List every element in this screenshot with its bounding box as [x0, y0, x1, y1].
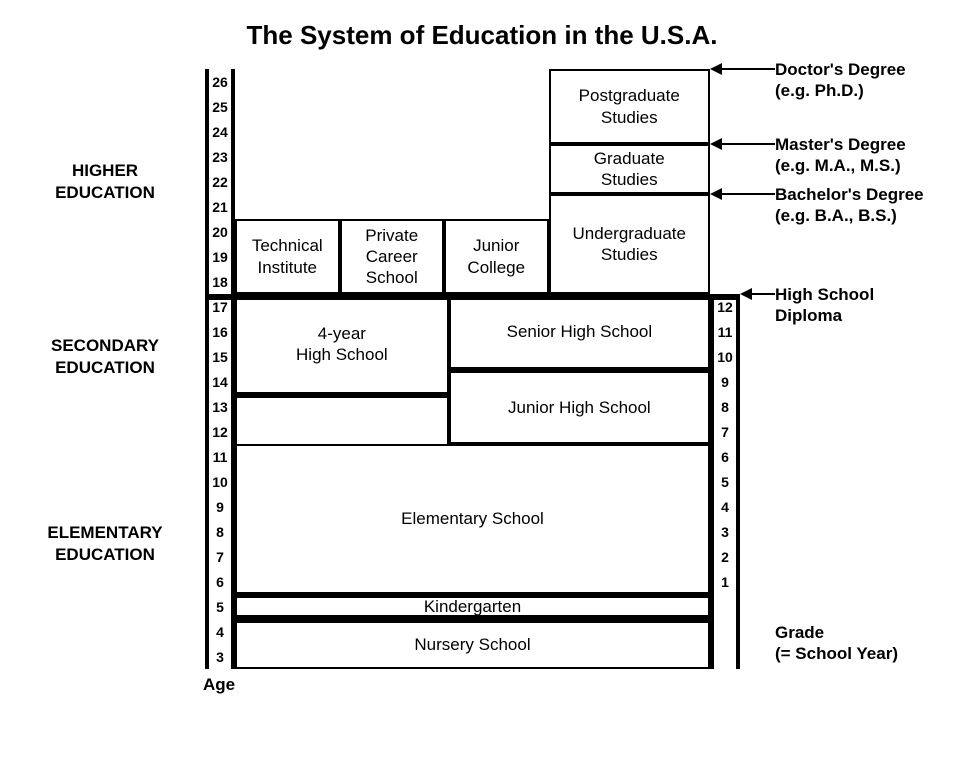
age-tick: 11	[205, 449, 235, 465]
doctors-degree: Doctor's Degree(e.g. Ph.D.)	[775, 59, 906, 102]
age-tick: 24	[205, 124, 235, 140]
age-tick: 8	[205, 524, 235, 540]
grade-tick: 12	[710, 299, 740, 315]
junior-college-label: JuniorCollege	[467, 235, 525, 278]
age-tick: 15	[205, 349, 235, 365]
age-tick: 26	[205, 74, 235, 90]
age-tick: 22	[205, 174, 235, 190]
private-career-label: PrivateCareerSchool	[365, 225, 418, 289]
age-tick: 9	[205, 499, 235, 515]
age-tick: 25	[205, 99, 235, 115]
grade-tick: 10	[710, 349, 740, 365]
age-tick: 14	[205, 374, 235, 390]
level-label: SECONDARYEDUCATION	[20, 335, 190, 379]
grade-tick: 6	[710, 449, 740, 465]
postgraduate: PostgraduateStudies	[549, 69, 711, 144]
education-diagram: HIGHEREDUCATION SECONDARYEDUCATION ELEMENT…	[20, 69, 944, 709]
graduate: GraduateStudies	[549, 144, 711, 194]
grade-tick: 11	[710, 324, 740, 340]
age-tick: 13	[205, 399, 235, 415]
age-tick: 20	[205, 224, 235, 240]
technical-institute-label: TechnicalInstitute	[252, 235, 323, 278]
junior-hs-label: Junior High School	[508, 397, 651, 418]
four-year-hs: 4-yearHigh School	[235, 294, 449, 394]
elementary-school: Elementary School	[235, 444, 710, 594]
masters-degree-arrow	[710, 138, 775, 150]
junior-hs: Junior High School	[449, 369, 710, 444]
age-tick: 23	[205, 149, 235, 165]
age-tick: 6	[205, 574, 235, 590]
age-tick: 3	[205, 649, 235, 665]
bachelors-degree: Bachelor's Degree(e.g. B.A., B.S.)	[775, 184, 924, 227]
nursery-school-label: Nursery School	[414, 634, 530, 655]
level-label: HIGHEREDUCATION	[20, 160, 190, 204]
masters-degree: Master's Degree(e.g. M.A., M.S.)	[775, 134, 906, 177]
age-tick: 18	[205, 274, 235, 290]
grade-tick: 3	[710, 524, 740, 540]
hs-diploma: High SchoolDiploma	[775, 284, 874, 327]
hs-diploma-arrow	[740, 288, 775, 300]
grade-tick: 4	[710, 499, 740, 515]
age-axis-label: Age	[203, 675, 235, 695]
age-tick: 21	[205, 199, 235, 215]
age-tick: 5	[205, 599, 235, 615]
grade-tick: 5	[710, 474, 740, 490]
hs-diploma-line	[205, 294, 740, 300]
grade-label: Grade(= School Year)	[775, 622, 898, 665]
doctors-degree-arrow	[710, 63, 775, 75]
grade-tick: 1	[710, 574, 740, 590]
age-tick: 10	[205, 474, 235, 490]
age-tick: 7	[205, 549, 235, 565]
grade-tick: 8	[710, 399, 740, 415]
age-tick: 16	[205, 324, 235, 340]
grade-tick: 7	[710, 424, 740, 440]
grade-tick: 2	[710, 549, 740, 565]
age-tick: 17	[205, 299, 235, 315]
elementary-ext	[235, 394, 449, 444]
page-title: The System of Education in the U.S.A.	[20, 20, 944, 51]
elementary-school-label: Elementary School	[401, 508, 544, 529]
kindergarten-label: Kindergarten	[424, 596, 521, 617]
technical-institute: TechnicalInstitute	[235, 219, 340, 294]
age-tick: 19	[205, 249, 235, 265]
nursery-school: Nursery School	[235, 619, 710, 669]
age-tick: 12	[205, 424, 235, 440]
postgraduate-label: PostgraduateStudies	[579, 85, 680, 128]
grade-tick: 9	[710, 374, 740, 390]
senior-hs-label: Senior High School	[507, 321, 653, 342]
junior-college: JuniorCollege	[444, 219, 549, 294]
graduate-label: GraduateStudies	[594, 148, 665, 191]
age-tick: 4	[205, 624, 235, 640]
four-year-hs-label: 4-yearHigh School	[296, 323, 388, 366]
undergraduate: UndergraduateStudies	[549, 194, 711, 294]
private-career: PrivateCareerSchool	[340, 219, 445, 294]
level-label: ELEMENTARYEDUCATION	[20, 522, 190, 566]
undergraduate-label: UndergraduateStudies	[573, 223, 686, 266]
kindergarten: Kindergarten	[235, 594, 710, 619]
senior-hs: Senior High School	[449, 294, 710, 369]
bachelors-degree-arrow	[710, 188, 775, 200]
